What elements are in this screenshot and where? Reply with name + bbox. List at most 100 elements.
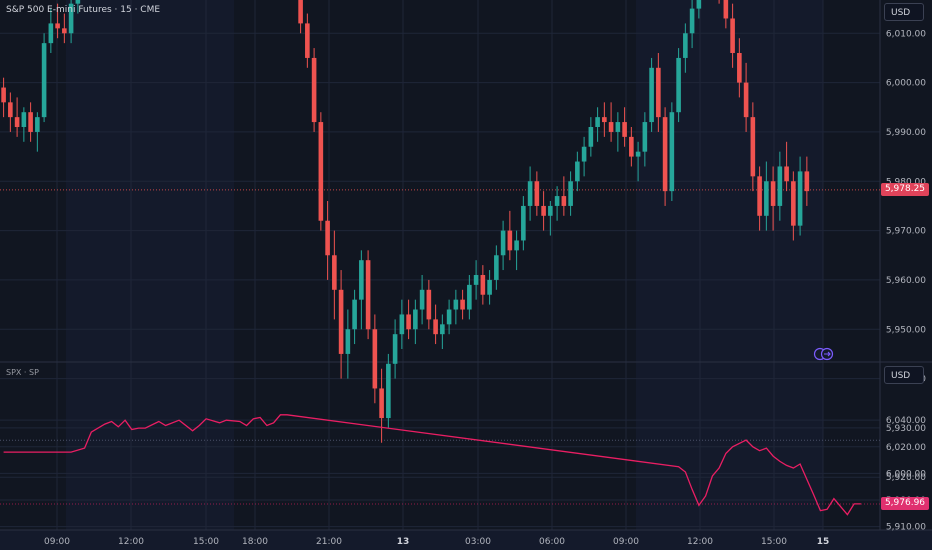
candle-body — [554, 196, 560, 206]
candle-88 — [595, 107, 600, 142]
candle-87 — [588, 117, 594, 157]
candle-body — [777, 166, 783, 206]
candle-body — [48, 23, 54, 44]
candle-body — [507, 230, 513, 251]
candle-56 — [379, 368, 384, 443]
candle-6 — [41, 33, 47, 123]
candle-body — [629, 136, 634, 157]
candle-83 — [561, 176, 567, 216]
candle-body — [548, 205, 553, 216]
candle-body — [338, 289, 344, 354]
candle-body — [635, 151, 641, 157]
candle-body — [473, 274, 479, 285]
chart-gridlines — [0, 0, 932, 531]
candle-body — [602, 117, 607, 123]
candle-101 — [683, 23, 688, 73]
candle-body — [588, 127, 594, 147]
candle-84 — [568, 171, 573, 216]
session-shade-1 — [234, 0, 636, 530]
candle-49 — [332, 230, 337, 320]
candle-54 — [365, 250, 371, 340]
candle-3 — [21, 107, 27, 142]
candle-4 — [28, 102, 33, 142]
candle-body — [595, 117, 600, 128]
candle-118 — [797, 156, 803, 236]
candle-body — [318, 122, 324, 221]
time-tick-label: 21:00 — [316, 537, 342, 547]
candle-body — [14, 117, 20, 128]
candle-body — [541, 205, 546, 216]
candle-body — [406, 314, 411, 330]
candle-body — [55, 23, 60, 29]
time-tick-label: 12:00 — [118, 537, 144, 547]
compare-tick-label: 6,000.00 — [886, 469, 926, 479]
time-tick-label: 15 — [817, 537, 830, 547]
candle-body — [622, 122, 627, 137]
session-shade-0 — [0, 0, 66, 530]
candle-51 — [345, 309, 351, 379]
candle-body — [426, 289, 432, 320]
candle-78 — [527, 166, 533, 221]
candle-68 — [460, 289, 465, 320]
candle-body — [359, 260, 364, 300]
candle-46 — [311, 48, 317, 132]
go-to-realtime-button[interactable] — [813, 346, 835, 361]
candle-45 — [305, 13, 310, 68]
time-tick-label: 03:00 — [465, 537, 491, 547]
candle-body — [797, 171, 803, 226]
candle-0 — [1, 77, 6, 118]
candle-body — [467, 284, 472, 310]
candle-60 — [406, 299, 411, 340]
candle-body — [784, 166, 789, 182]
price-tick-label: 5,920.00 — [886, 473, 926, 483]
time-tick-label: 15:00 — [193, 537, 219, 547]
candle-body — [298, 0, 303, 24]
candle-body — [399, 314, 405, 335]
candle-47 — [318, 112, 324, 231]
candle-body — [62, 28, 67, 34]
candle-body — [386, 363, 391, 419]
currency-button-bottom[interactable]: USD — [884, 366, 924, 384]
price-tick-label: 5,970.00 — [886, 227, 926, 237]
candle-body — [21, 112, 27, 128]
candle-body — [534, 181, 540, 206]
candle-body — [1, 87, 6, 103]
candle-64 — [433, 304, 438, 345]
price-tick-label: 6,010.00 — [886, 29, 926, 39]
candle-body — [608, 122, 614, 132]
compare-series-label[interactable]: SPX · SP — [6, 368, 39, 377]
compare-tick-label: 6,040.00 — [886, 416, 926, 426]
candle-67 — [453, 289, 459, 325]
candle-108 — [730, 3, 735, 68]
compare-line-series — [0, 414, 880, 516]
candle-77 — [521, 196, 526, 251]
candle-body — [305, 23, 310, 58]
price-tick-label: 5,960.00 — [886, 276, 926, 286]
candle-body — [28, 112, 33, 132]
candle-body — [791, 181, 796, 226]
candle-76 — [514, 230, 519, 271]
candle-102 — [689, 0, 695, 49]
candle-body — [743, 82, 749, 118]
candle-body — [689, 8, 695, 34]
candle-body — [325, 220, 330, 256]
candle-98 — [662, 107, 668, 206]
candle-body — [460, 299, 465, 310]
candle-body — [433, 319, 438, 335]
candle-2 — [14, 97, 20, 137]
candle-1 — [8, 92, 13, 132]
currency-button-top[interactable]: USD — [884, 3, 924, 21]
candle-body — [68, 3, 74, 34]
candle-body — [440, 324, 445, 335]
candle-109 — [737, 38, 742, 98]
candle-48 — [325, 200, 330, 280]
candle-75 — [507, 210, 513, 261]
candle-body — [568, 181, 573, 206]
candle-100 — [676, 48, 681, 123]
candle-92 — [622, 107, 627, 147]
candle-body — [683, 33, 688, 58]
go-to-realtime-icon — [813, 347, 834, 361]
candle-body — [75, 0, 81, 4]
